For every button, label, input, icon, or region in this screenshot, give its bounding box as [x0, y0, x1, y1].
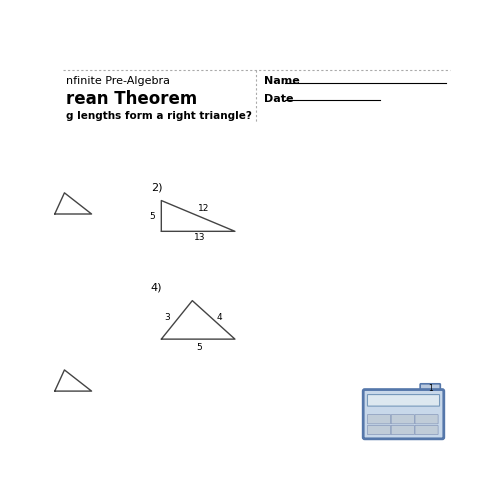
FancyBboxPatch shape [368, 426, 390, 434]
FancyBboxPatch shape [415, 426, 438, 434]
Text: rean Theorem: rean Theorem [66, 90, 198, 108]
Text: 5: 5 [150, 212, 156, 221]
Text: 4: 4 [216, 314, 222, 322]
FancyBboxPatch shape [368, 394, 440, 406]
Text: nfinite Pre-Algebra: nfinite Pre-Algebra [66, 76, 170, 86]
Text: 4): 4) [151, 282, 162, 292]
FancyBboxPatch shape [391, 414, 414, 424]
FancyBboxPatch shape [420, 384, 440, 394]
Text: g lengths form a right triangle?: g lengths form a right triangle? [66, 111, 252, 121]
Text: 2): 2) [151, 182, 162, 192]
Text: 1: 1 [428, 384, 432, 393]
Text: Name: Name [264, 76, 300, 86]
Text: 5: 5 [196, 344, 202, 352]
Text: Date: Date [264, 94, 294, 104]
FancyBboxPatch shape [415, 414, 438, 424]
FancyBboxPatch shape [391, 426, 414, 434]
FancyBboxPatch shape [368, 414, 390, 424]
Text: 3: 3 [164, 314, 170, 322]
Text: 13: 13 [194, 234, 206, 242]
FancyBboxPatch shape [363, 390, 444, 439]
Text: 12: 12 [198, 204, 209, 213]
